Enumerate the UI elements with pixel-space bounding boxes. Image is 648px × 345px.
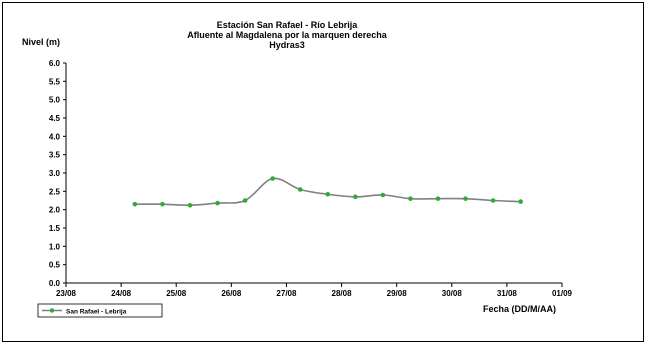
data-point <box>380 192 386 198</box>
y-tick-label: 1.5 <box>49 224 61 233</box>
chart-title-line-1: Estación San Rafael - Río Lebrija <box>217 20 359 30</box>
y-tick-label: 2.5 <box>49 187 61 196</box>
y-tick-label: 3.5 <box>49 151 61 160</box>
x-axis-label: Fecha (DD/M/AA) <box>483 304 556 314</box>
y-tick-label: 3.0 <box>49 169 61 178</box>
data-point <box>242 198 248 203</box>
chart-title-line-2: Afluente al Magdalena por la marquen der… <box>187 30 388 40</box>
data-point <box>408 196 413 201</box>
series-group <box>132 176 523 208</box>
legend-box <box>37 303 163 318</box>
y-tick-label: 4.0 <box>49 132 61 141</box>
chart-frame <box>2 2 644 342</box>
series-line <box>134 177 521 207</box>
legend-label: San Rafael - Lebrija <box>66 309 127 316</box>
y-tick-label: 0.0 <box>49 279 61 288</box>
x-tick-label: 26/08 <box>221 289 242 298</box>
data-point <box>187 202 193 208</box>
x-tick-label: 24/08 <box>111 289 132 298</box>
data-point <box>160 201 165 207</box>
y-tick-label: 1.0 <box>49 242 61 251</box>
data-point <box>325 191 331 197</box>
y-tick-label: 2.0 <box>49 206 61 215</box>
data-point <box>132 201 138 207</box>
x-tick-label: 31/08 <box>497 289 518 298</box>
x-tick-label: 28/08 <box>332 289 353 298</box>
data-point <box>490 198 496 203</box>
y-tick-label: 5.0 <box>49 96 61 105</box>
data-point <box>270 176 275 181</box>
x-tick-label: 30/08 <box>442 289 463 298</box>
data-point <box>435 196 441 201</box>
data-point <box>518 199 523 204</box>
y-tick-label: 4.5 <box>49 114 61 123</box>
data-point <box>353 194 358 200</box>
legend-marker <box>49 308 55 313</box>
x-tick-label: 25/08 <box>166 289 187 298</box>
data-point <box>463 196 468 201</box>
legend: San Rafael - Lebrija <box>37 303 163 318</box>
data-point <box>215 200 220 206</box>
x-tick-label: 01/09 <box>552 289 573 298</box>
x-tick-label: 27/08 <box>276 289 297 298</box>
x-tick-label: 23/08 <box>56 289 77 298</box>
y-tick-label: 0.5 <box>49 261 61 270</box>
y-axis-label: Nivel (m) <box>22 37 60 47</box>
x-tick-label: 29/08 <box>387 289 408 298</box>
chart-title-line-3: Hydras3 <box>269 40 305 50</box>
axes: 0.0 0.5 1.0 1.5 2.0 2.5 3.0 3.5 4.0 4.5 5.0 5.5 6.0 2… <box>49 59 573 298</box>
data-point <box>297 187 303 192</box>
y-tick-label: 6.0 <box>49 59 61 68</box>
y-tick-label: 5.5 <box>49 77 61 86</box>
